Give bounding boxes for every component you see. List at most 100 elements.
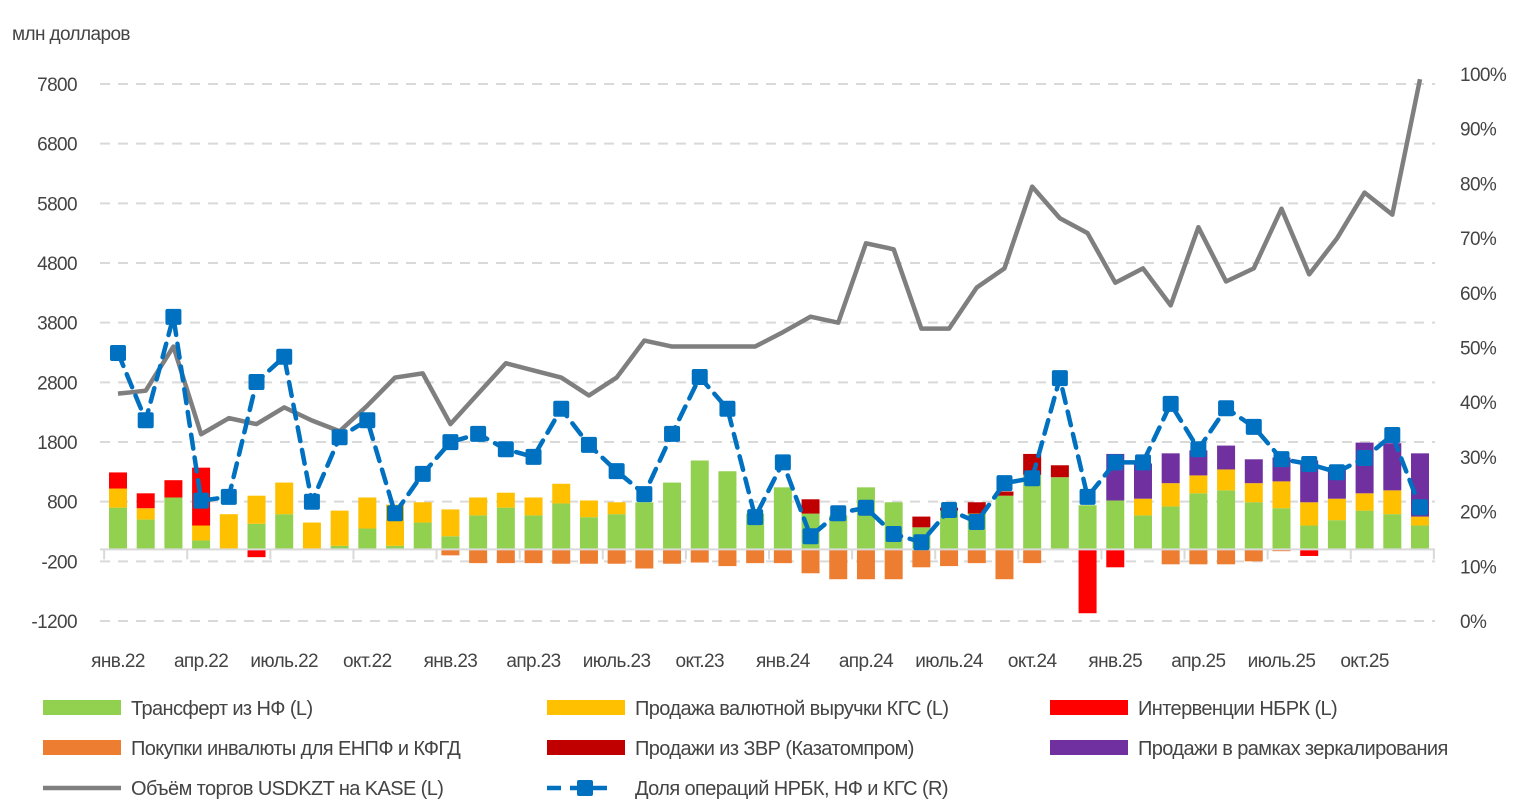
bar-segment [330,510,349,546]
bar-segment [358,528,377,550]
bar-segment [912,516,931,528]
bar-segment [552,549,571,564]
y-right-tick-label: 0% [1460,612,1487,633]
legend-label: Продажи в рамках зеркалирования [1138,738,1448,760]
bar-segment [995,495,1014,550]
share-marker [1162,395,1179,412]
bar-segment [496,507,515,550]
y-left-tick-label: 2800 [37,373,77,394]
bar-segment [413,502,432,523]
legend-swatch [43,740,121,755]
legend-label: Объём торгов USDKZT на KASE (L) [131,778,443,800]
bar-segment [192,540,211,550]
gridlines [100,83,1435,622]
share-marker [1051,370,1068,387]
bar-segment [247,523,266,550]
bar-segment [136,493,155,509]
x-axis [100,548,1435,560]
share-marker [553,400,570,417]
y-right-tick-label: 50% [1460,339,1497,360]
bar-segment [1133,515,1152,550]
y-right-tick-label: 60% [1460,284,1497,305]
share-marker [996,475,1013,492]
y-right-tick-label: 40% [1460,393,1497,414]
bar-segment [746,549,765,564]
bar-segment [1244,483,1263,503]
share-marker [414,465,431,482]
x-tick-label: янв.23 [424,651,478,672]
legend-swatch [1050,740,1128,755]
bar-segment [1300,525,1319,550]
legend-swatch [547,740,625,755]
bar-segment [136,508,155,520]
share-marker [442,434,459,451]
bar-segment [1355,493,1374,511]
legend-label: Покупки инвалюты для ЕНПФ и КФГД [131,738,461,760]
bar-segment [773,487,792,550]
share-marker [1245,418,1262,435]
x-tick-label: апр.23 [506,651,560,672]
bar-segment [219,514,238,550]
x-tick-label: окт.23 [675,651,724,672]
y-left-tick-label: -1200 [31,612,77,633]
bar-segment [1133,463,1152,499]
bar-segment [1023,549,1042,564]
bar-segment [884,502,903,550]
bar-segment [164,480,183,498]
share-marker [1218,400,1235,417]
bar-segment [912,549,931,568]
y-left-tick-label: -200 [41,552,77,573]
bar-segment [1189,475,1208,494]
x-tick-label: янв.25 [1088,651,1142,672]
bar-segment [1272,508,1291,550]
share-marker [1024,470,1041,487]
share-marker [110,344,126,361]
y-left-tick-label: 5800 [37,194,77,215]
legend-label: Продажи из ЗВР (Казатомпром) [635,738,914,760]
bar-segment [1078,505,1097,550]
bar-segment [663,482,682,550]
bar-segment [940,510,959,550]
share-marker [719,400,736,417]
share-marker [276,348,293,365]
bar-segment [1217,549,1236,565]
bar-segment [1383,490,1402,515]
bar-segment [1244,549,1263,562]
legend-label: Интервенции НБРК (L) [1138,698,1337,720]
share-marker [220,488,237,505]
bar-segment [330,545,349,550]
legend-swatch [547,700,625,715]
bar-segment [1217,469,1236,491]
bar-segment [940,549,959,567]
bar-segment [164,497,183,550]
bar-segment [1327,520,1346,550]
bar-segment [1050,477,1069,550]
bar-segment [829,515,848,550]
bar-segment [413,522,432,550]
bar-segment [1189,493,1208,550]
bar-segment [275,482,294,515]
bar-segment [441,509,460,537]
y-right-tick-label: 70% [1460,229,1497,250]
legend-label: Трансферт из НФ (L) [131,698,313,720]
bar-segment [358,497,377,529]
bars [109,442,1429,614]
bar-segment [469,515,488,550]
bar-segment [718,549,737,567]
bar-segment [635,549,654,569]
share-marker [968,513,985,530]
share-marker [636,486,653,503]
bar-segment [1133,498,1152,516]
bar-segment [663,549,682,564]
tick-labels: 7800 6800 5800 4800 3800 2800 1800 800 -200 -1200… [31,65,1507,672]
y-right-tick-label: 90% [1460,120,1497,141]
share-marker [941,501,958,518]
bar-segment [302,522,321,550]
bar-segment [995,491,1014,496]
share-marker [525,448,542,465]
bar-segment [607,502,626,515]
share-marker [608,463,625,480]
x-tick-label: июль.24 [915,651,984,672]
bar-segment [829,549,848,580]
x-tick-label: апр.22 [174,651,228,672]
